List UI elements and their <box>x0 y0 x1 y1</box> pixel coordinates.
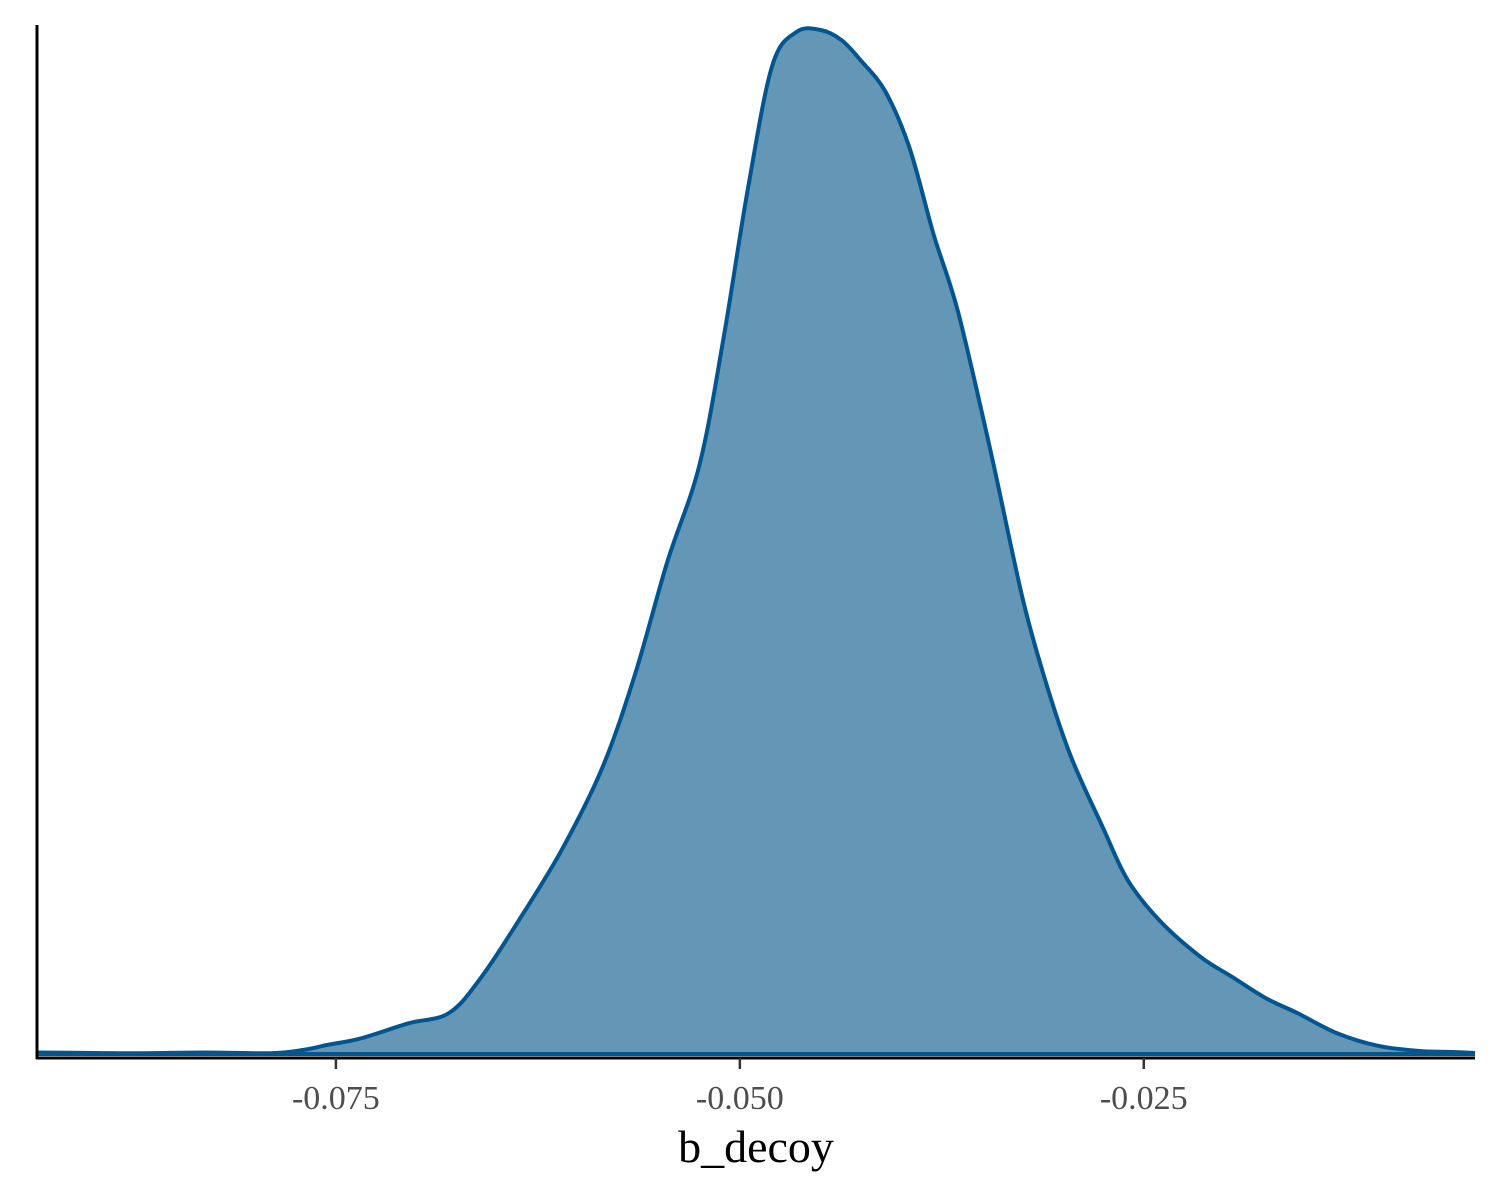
x-axis-title: b_decoy <box>678 1121 834 1172</box>
density-line <box>36 26 1476 1056</box>
density-area <box>37 28 1475 1055</box>
x-axis-ticks: -0.075 -0.050 -0.025 <box>292 1058 1188 1117</box>
plot-area <box>36 26 1476 1056</box>
x-tick-label: -0.025 <box>1100 1080 1188 1117</box>
x-tick-label: -0.075 <box>292 1080 380 1117</box>
x-tick-label: -0.050 <box>696 1080 784 1117</box>
